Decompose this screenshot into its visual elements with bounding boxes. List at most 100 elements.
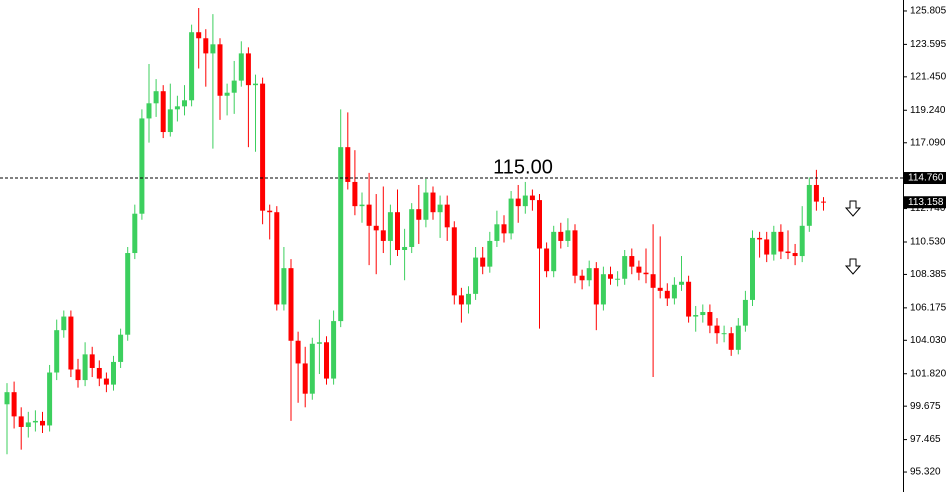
- candle-body: [338, 147, 344, 322]
- candle-body: [189, 32, 195, 101]
- candle-body: [253, 83, 258, 86]
- y-tick-label: 110.530: [910, 237, 946, 248]
- candle-body: [352, 181, 358, 207]
- candle-body: [686, 281, 692, 317]
- candle-body: [82, 354, 88, 381]
- candle-body: [380, 230, 386, 241]
- candle-body: [11, 392, 17, 417]
- candle-body: [466, 293, 471, 305]
- candle-body: [395, 212, 400, 251]
- candle-body: [111, 361, 116, 385]
- candle-body: [267, 210, 273, 213]
- candle-body: [118, 334, 124, 362]
- candle-body: [757, 237, 763, 240]
- sell-arrow: [844, 258, 862, 275]
- candle-body: [359, 204, 365, 207]
- candle-body: [799, 225, 805, 257]
- candle-body: [650, 274, 656, 288]
- candle-body: [778, 231, 784, 252]
- candle-body: [96, 367, 102, 379]
- candle-body: [615, 278, 621, 280]
- candle-body: [664, 290, 670, 299]
- candle-body: [742, 299, 748, 326]
- candle-body: [260, 83, 266, 211]
- y-tick-label: 106.175: [910, 302, 946, 313]
- candle-body: [89, 354, 95, 368]
- candle-body: [288, 268, 294, 341]
- candle-body: [224, 92, 230, 96]
- candle-body: [18, 416, 24, 427]
- last-price-box: [904, 196, 946, 209]
- candle-body: [750, 237, 755, 300]
- candle-body: [68, 316, 74, 370]
- candle-body: [231, 80, 237, 93]
- candle-body: [103, 378, 109, 385]
- candle-body: [487, 240, 493, 267]
- candle-body: [174, 106, 180, 110]
- candle-body: [238, 53, 244, 81]
- candle-body: [196, 32, 202, 39]
- candle-body: [387, 212, 393, 241]
- candle-body: [4, 392, 10, 405]
- candle-body: [771, 231, 777, 255]
- candle-body: [522, 195, 528, 207]
- candle-body: [565, 230, 571, 241]
- candle-body: [792, 253, 798, 257]
- candle-body: [25, 422, 31, 427]
- candle-body: [281, 268, 287, 305]
- candle-body: [636, 266, 642, 273]
- candle-body: [515, 198, 521, 207]
- candle-body: [437, 204, 443, 213]
- candle-body: [494, 224, 500, 241]
- candle-body: [735, 325, 741, 350]
- candle-body: [558, 231, 564, 241]
- y-tick-label: 119.240: [910, 105, 946, 116]
- candle-body: [54, 330, 60, 373]
- candle-body: [806, 184, 812, 226]
- candle-body: [608, 274, 613, 279]
- candle-body: [40, 420, 45, 426]
- candle-body: [508, 198, 514, 234]
- candle-body: [785, 251, 791, 254]
- candle-body: [217, 44, 223, 96]
- candle-body: [316, 342, 322, 344]
- candle-body: [657, 287, 663, 291]
- candle-body: [423, 192, 429, 220]
- candle-body: [274, 212, 280, 305]
- candle-body: [572, 230, 578, 276]
- candle-body: [139, 118, 145, 214]
- candle-body: [146, 103, 152, 119]
- candle-body: [813, 184, 819, 202]
- candle-body: [302, 363, 308, 394]
- candle-body: [203, 38, 209, 54]
- candle-body: [679, 281, 684, 285]
- candle-body: [295, 340, 301, 364]
- candle-body: [693, 315, 699, 317]
- candle-body: [586, 268, 592, 281]
- y-tick-label: 112.740: [910, 203, 946, 214]
- candle-body: [473, 257, 479, 294]
- candle-body: [700, 312, 706, 316]
- candle-body: [331, 321, 337, 379]
- candle-body: [593, 268, 599, 305]
- candle-body: [629, 256, 635, 267]
- candle-body: [430, 192, 436, 213]
- candle-body: [821, 201, 826, 203]
- y-tick-label: 121.450: [910, 71, 946, 82]
- level-label-box: [904, 172, 946, 185]
- y-tick-label: 117.090: [910, 137, 946, 148]
- candle-body: [551, 231, 557, 272]
- candle-body: [444, 204, 450, 228]
- last-price-label: 113.158: [908, 197, 944, 208]
- candle-body: [167, 109, 173, 133]
- candle-body: [671, 284, 677, 299]
- candle-body: [714, 325, 720, 334]
- candle-body: [160, 91, 166, 133]
- y-tick-label: 125.805: [910, 6, 946, 17]
- candle-body: [182, 100, 187, 107]
- level-label: 114.760: [908, 173, 944, 184]
- candle-body: [480, 257, 486, 267]
- candle-body: [458, 295, 464, 305]
- candle-body: [529, 195, 535, 201]
